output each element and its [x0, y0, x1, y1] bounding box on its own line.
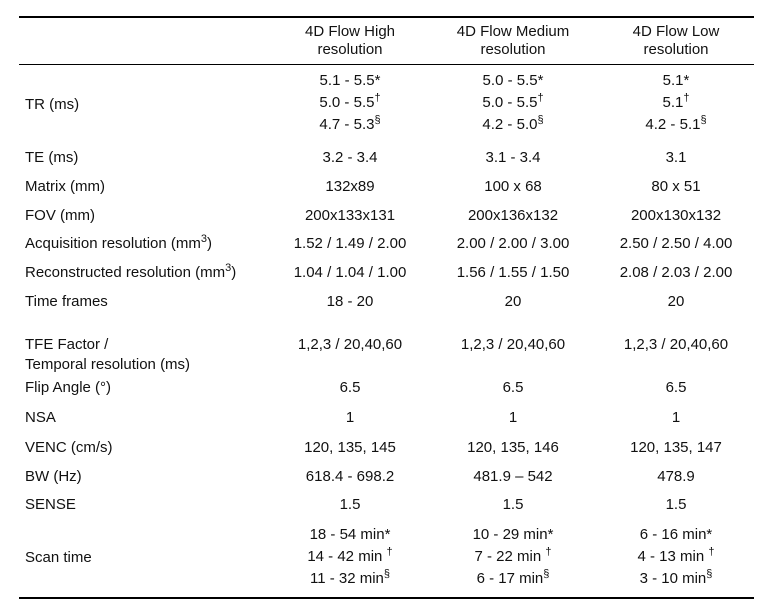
time-frames-medium: 20 [504, 293, 522, 310]
row-label-scan-time: Scan time [25, 549, 92, 566]
scan-time-high: 18 - 54 min* 14 - 42 min † 11 - 32 min§ [307, 526, 393, 587]
column-header-low: 4D Flow Low resolution [632, 23, 720, 58]
scan-time-low: 6 - 16 min* 4 - 13 min † 3 - 10 min§ [637, 526, 715, 587]
row-label-nsa: NSA [25, 409, 56, 426]
te-medium: 3.1 - 3.4 [485, 149, 541, 166]
bw-low: 478.9 [657, 468, 695, 485]
venc-low: 120, 135, 147 [630, 439, 722, 456]
bw-high: 618.4 - 698.2 [305, 468, 395, 485]
fov-medium: 200x136x132 [467, 207, 559, 224]
row-label-acquisition-resolution: Acquisition resolution (mm3) [25, 233, 213, 253]
row-label-fov: FOV (mm) [25, 207, 95, 224]
time-frames-low: 20 [667, 293, 685, 310]
te-low: 3.1 [665, 149, 687, 166]
time-frames-high: 18 - 20 [326, 293, 374, 310]
matrix-low: 80 x 51 [651, 178, 701, 195]
row-label-time-frames: Time frames [25, 293, 108, 310]
nsa-medium: 1 [508, 409, 518, 426]
matrix-high: 132x89 [325, 178, 375, 195]
tr-low: 5.1* 5.1† 4.2 - 5.1§ [645, 72, 707, 133]
tfe-factor-medium: 1,2,3 / 20,40,60 [460, 336, 566, 353]
row-label-bw: BW (Hz) [25, 468, 82, 485]
table-header-rule [19, 64, 754, 65]
nsa-high: 1 [345, 409, 355, 426]
reconstructed-resolution-low: 2.08 / 2.03 / 2.00 [619, 264, 733, 281]
column-header-medium: 4D Flow Medium resolution [456, 23, 570, 58]
reconstructed-resolution-medium: 1.56 / 1.55 / 1.50 [456, 264, 570, 281]
row-label-tr: TR (ms) [25, 96, 80, 113]
venc-medium: 120, 135, 146 [467, 439, 559, 456]
matrix-medium: 100 x 68 [484, 178, 542, 195]
table-bottom-rule [19, 597, 754, 599]
tfe-factor-high: 1,2,3 / 20,40,60 [297, 336, 403, 353]
nsa-low: 1 [671, 409, 681, 426]
sense-medium: 1.5 [502, 496, 524, 513]
flip-angle-high: 6.5 [339, 379, 361, 396]
tr-medium: 5.0 - 5.5* 5.0 - 5.5† 4.2 - 5.0§ [482, 72, 544, 133]
acquisition-resolution-low: 2.50 / 2.50 / 4.00 [619, 235, 733, 252]
te-high: 3.2 - 3.4 [322, 149, 378, 166]
row-label-sense: SENSE [25, 496, 76, 513]
flip-angle-medium: 6.5 [502, 379, 524, 396]
table-top-rule [19, 16, 754, 18]
row-label-flip-angle: Flip Angle (°) [25, 379, 112, 396]
acquisition-resolution-medium: 2.00 / 2.00 / 3.00 [456, 235, 570, 252]
tfe-factor-low: 1,2,3 / 20,40,60 [623, 336, 729, 353]
fov-high: 200x133x131 [304, 207, 396, 224]
bw-medium: 481.9 – 542 [473, 468, 553, 485]
tr-high: 5.1 - 5.5* 5.0 - 5.5† 4.7 - 5.3§ [319, 72, 381, 133]
row-label-tfe-factor: TFE Factor / Temporal resolution (ms) [25, 336, 191, 373]
acquisition-resolution-high: 1.52 / 1.49 / 2.00 [293, 235, 407, 252]
row-label-venc: VENC (cm/s) [25, 439, 113, 456]
venc-high: 120, 135, 145 [304, 439, 396, 456]
sense-high: 1.5 [339, 496, 361, 513]
reconstructed-resolution-high: 1.04 / 1.04 / 1.00 [293, 264, 407, 281]
scan-time-medium: 10 - 29 min* 7 - 22 min † 6 - 17 min§ [472, 526, 554, 587]
row-label-matrix: Matrix (mm) [25, 178, 105, 195]
column-header-high: 4D Flow High resolution [304, 23, 396, 58]
row-label-reconstructed-resolution: Reconstructed resolution (mm3) [25, 262, 237, 282]
row-label-te: TE (ms) [25, 149, 79, 166]
flip-angle-low: 6.5 [665, 379, 687, 396]
fov-low: 200x130x132 [630, 207, 722, 224]
sense-low: 1.5 [665, 496, 687, 513]
